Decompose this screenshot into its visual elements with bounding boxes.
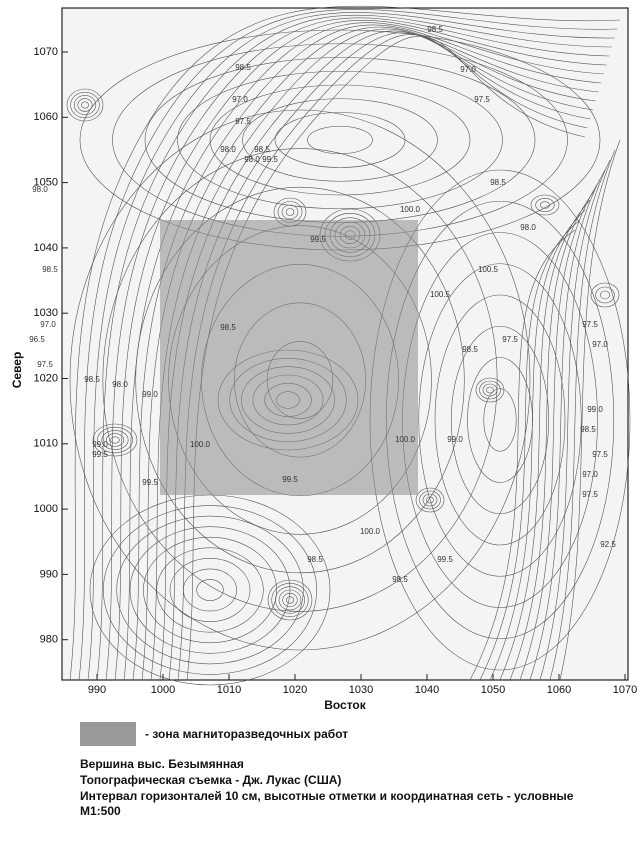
x-axis-label: Восток xyxy=(324,698,367,712)
contour-label: 97.0 xyxy=(40,320,56,329)
legend-swatch xyxy=(80,722,136,746)
contour-label: 99.5 xyxy=(142,478,158,487)
contour-label: 99.0 xyxy=(92,440,108,449)
magnetic-survey-zone xyxy=(160,220,418,495)
contour-label: 100.5 xyxy=(430,290,451,299)
contour-label: 99.5 xyxy=(92,450,108,459)
map-figure: 98.597.097.598.597.097.598.098.596.598.0… xyxy=(0,0,642,846)
contour-label: 97.5 xyxy=(474,95,490,104)
y-axis-label: Север xyxy=(10,352,24,389)
contour-label: 98.5 xyxy=(490,178,506,187)
x-tick-label: 1000 xyxy=(151,684,175,696)
contour-label: 98.5 xyxy=(84,375,100,384)
y-tick-label: 1020 xyxy=(34,372,58,384)
contour-label: 98.5 xyxy=(307,555,323,564)
contour-label: 99.0 xyxy=(142,390,158,399)
contour-label: 98.5 xyxy=(580,425,596,434)
contour-label: 97.5 xyxy=(582,490,598,499)
contour-label: 97.0 xyxy=(232,95,248,104)
contour-label: 100.0 xyxy=(190,440,211,449)
contour-label: 97.5 xyxy=(582,320,598,329)
contour-label: 98.5 xyxy=(220,323,236,332)
contour-label: 97.0 xyxy=(582,470,598,479)
y-tick-label: 1030 xyxy=(34,307,58,319)
contour-label: 100.0 xyxy=(400,205,421,214)
contour-label: 98.0 xyxy=(244,155,260,164)
contour-label: 98.5 xyxy=(254,145,270,154)
y-tick-label: 1070 xyxy=(34,46,58,58)
contour-label: 99.0 xyxy=(587,405,603,414)
contour-label: 100.0 xyxy=(395,435,416,444)
y-tick-label: 990 xyxy=(40,568,58,580)
contour-label: 98.0 xyxy=(520,223,536,232)
x-tick-label: 1070 xyxy=(613,684,637,696)
contour-label: 97.0 xyxy=(460,65,476,74)
y-tick-label: 1040 xyxy=(34,242,58,254)
contour-label: 97.0 xyxy=(592,340,608,349)
contour-label: 97.5 xyxy=(235,117,251,126)
x-tick-label: 1040 xyxy=(415,684,439,696)
contour-label: 98.5 xyxy=(392,575,408,584)
contour-label: 98.5 xyxy=(427,25,443,34)
contour-label: 98.0 xyxy=(220,145,236,154)
contour-label: 100.0 xyxy=(360,527,381,536)
contour-label: 98.5 xyxy=(235,63,251,72)
contour-label: 97.5 xyxy=(592,450,608,459)
caption-line: М1:500 xyxy=(80,804,121,818)
y-tick-label: 1050 xyxy=(34,177,58,189)
contour-label: 99.5 xyxy=(437,555,453,564)
contour-label: 96.5 xyxy=(29,335,45,344)
y-tick-label: 1000 xyxy=(34,503,58,515)
x-tick-label: 990 xyxy=(88,684,106,696)
x-tick-label: 1010 xyxy=(217,684,241,696)
contour-label: 99.5 xyxy=(262,155,278,164)
contour-label: 99.0 xyxy=(447,435,463,444)
contour-label: 92.5 xyxy=(600,540,616,549)
x-tick-label: 1060 xyxy=(547,684,571,696)
y-tick-label: 980 xyxy=(40,634,58,646)
caption-line: Топографическая съемка - Дж. Лукас (США) xyxy=(80,773,341,787)
contour-label: 100.5 xyxy=(478,265,499,274)
y-tick-label: 1010 xyxy=(34,438,58,450)
legend-label: - зона магниторазведочных работ xyxy=(145,727,348,741)
contour-label: 98.5 xyxy=(42,265,58,274)
y-tick-label: 1060 xyxy=(34,111,58,123)
contour-label: 97.5 xyxy=(502,335,518,344)
contour-label: 97.5 xyxy=(37,360,53,369)
x-tick-label: 1050 xyxy=(481,684,505,696)
caption-line: Вершина выс. Безымянная xyxy=(80,757,244,771)
contour-label: 98.0 xyxy=(112,380,128,389)
contour-label: 99.5 xyxy=(282,475,298,484)
contour-label: 99.5 xyxy=(310,235,326,244)
contour-label: 98.5 xyxy=(462,345,478,354)
x-tick-label: 1020 xyxy=(283,684,307,696)
x-tick-label: 1030 xyxy=(349,684,373,696)
caption-line: Интервал горизонталей 10 см, высотные от… xyxy=(80,789,574,803)
